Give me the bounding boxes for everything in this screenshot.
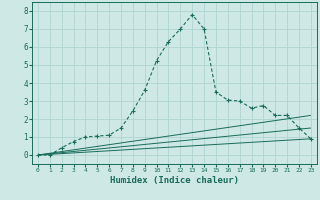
X-axis label: Humidex (Indice chaleur): Humidex (Indice chaleur) xyxy=(110,176,239,185)
